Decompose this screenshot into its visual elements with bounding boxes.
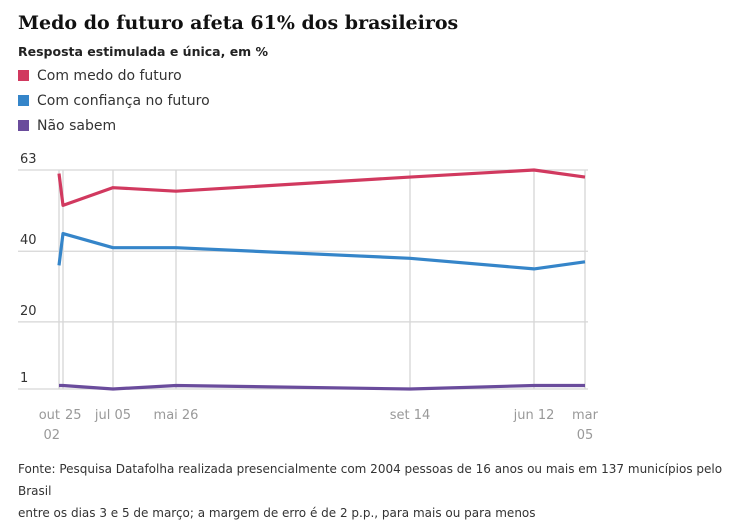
source-line: Fonte: Pesquisa Datafolha realizada pres… — [18, 458, 734, 502]
x-tick-label: set 14 — [390, 408, 431, 423]
x-tick-label: 25 — [65, 408, 82, 423]
source-line: entre os dias 3 e 5 de março; a margem d… — [18, 502, 734, 524]
source-note: Fonte: Pesquisa Datafolha realizada pres… — [18, 458, 734, 524]
x-tick-label: jun 12 — [513, 408, 555, 423]
x-tick-label: jul 05 — [94, 408, 131, 423]
series-line-0 — [59, 170, 585, 205]
y-tick-label: 63 — [20, 152, 37, 167]
y-tick-label: 20 — [20, 304, 37, 319]
y-tick-label: 40 — [20, 233, 37, 248]
x-tick-label: mai 26 — [154, 408, 199, 423]
y-tick-label: 1 — [20, 371, 28, 386]
